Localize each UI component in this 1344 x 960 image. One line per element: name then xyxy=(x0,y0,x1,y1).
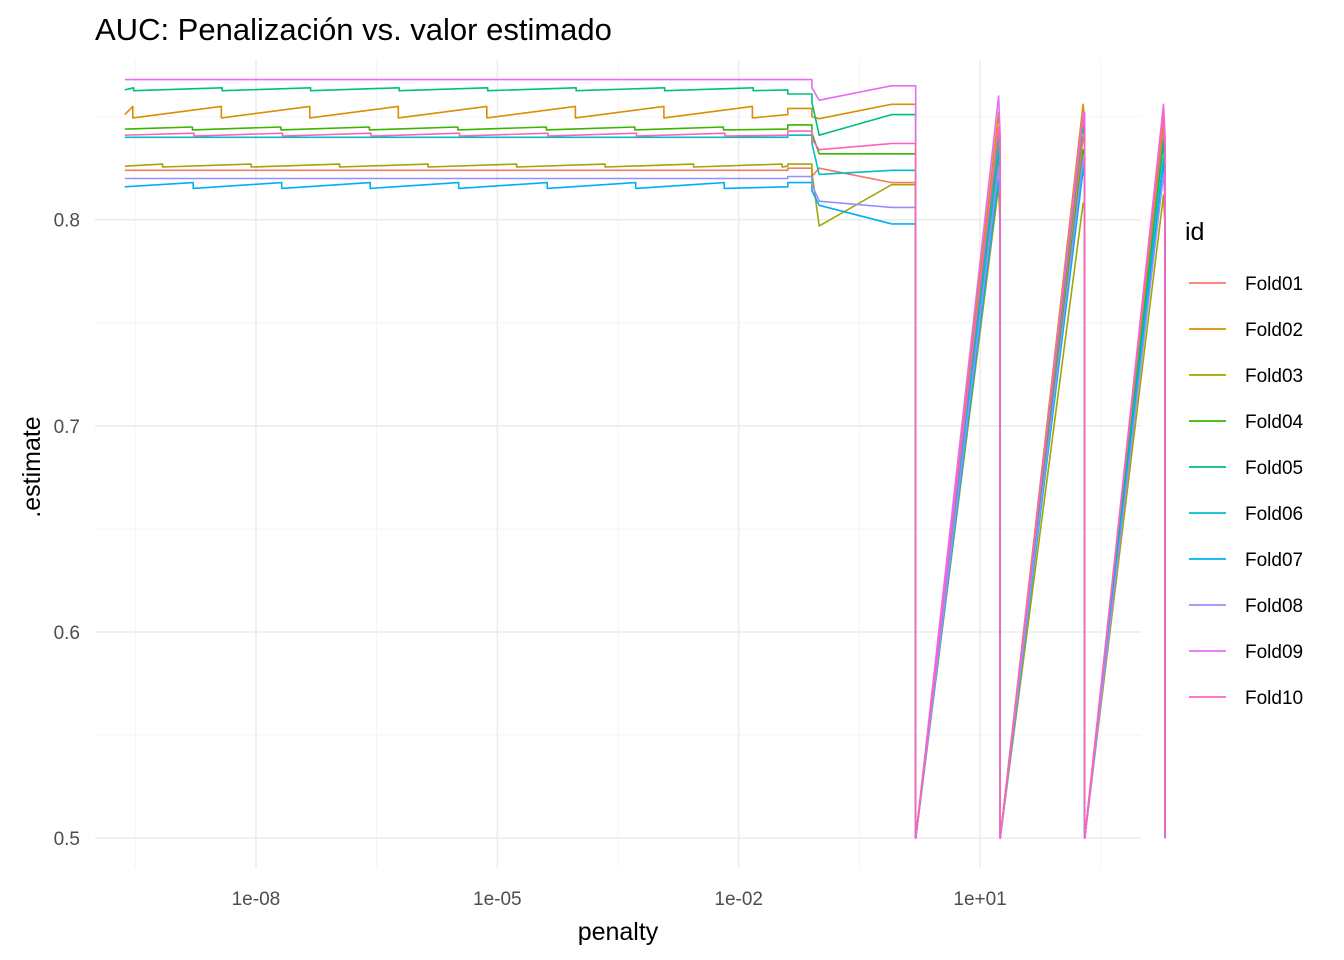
x-axis-ticks: 1e-08 1e-05 1e-02 1e+01 xyxy=(232,889,1007,910)
grid xyxy=(95,60,1141,868)
series-line-fold08 xyxy=(124,157,1166,839)
chart-title: AUC: Penalización vs. valor estimado xyxy=(95,12,612,47)
y-axis-ticks: 0.5 0.6 0.7 0.8 xyxy=(54,211,80,850)
series-line-fold06 xyxy=(124,134,1166,839)
legend-label: Fold09 xyxy=(1245,642,1303,663)
series-line-fold02 xyxy=(124,103,1166,839)
legend-label: Fold04 xyxy=(1245,412,1304,433)
legend-label: Fold10 xyxy=(1245,688,1303,709)
series-line-fold05 xyxy=(124,87,1166,839)
legend-label: Fold03 xyxy=(1245,366,1303,387)
x-tick-label: 1e-08 xyxy=(232,889,281,910)
y-tick-label: 0.6 xyxy=(54,623,80,644)
legend: id Fold01 Fold02 Fold03 Fold04 Fold05 Fold06 F… xyxy=(1185,218,1304,709)
legend-label: Fold01 xyxy=(1245,274,1303,295)
x-tick-label: 1e-02 xyxy=(714,889,763,910)
y-tick-label: 0.8 xyxy=(54,211,80,232)
series-line-fold10 xyxy=(124,109,1166,839)
legend-label: Fold06 xyxy=(1245,504,1303,525)
x-axis-title: penalty xyxy=(578,918,659,946)
series-line-fold01 xyxy=(124,128,1166,839)
x-tick-label: 1e+01 xyxy=(953,889,1006,910)
y-tick-label: 0.7 xyxy=(54,417,80,438)
series-line-fold03 xyxy=(124,163,1166,839)
x-tick-label: 1e-05 xyxy=(473,889,522,910)
y-axis-title: .estimate xyxy=(18,416,46,517)
legend-label: Fold05 xyxy=(1245,458,1303,479)
legend-label: Fold07 xyxy=(1245,550,1303,571)
legend-label: Fold08 xyxy=(1245,596,1303,617)
legend-title: id xyxy=(1185,218,1204,246)
legend-label: Fold02 xyxy=(1245,320,1303,341)
series-line-fold07 xyxy=(124,161,1166,839)
y-tick-label: 0.5 xyxy=(54,829,80,850)
series-line-fold04 xyxy=(124,124,1166,839)
series-line-fold09 xyxy=(124,78,1166,839)
series-lines xyxy=(124,78,1166,839)
